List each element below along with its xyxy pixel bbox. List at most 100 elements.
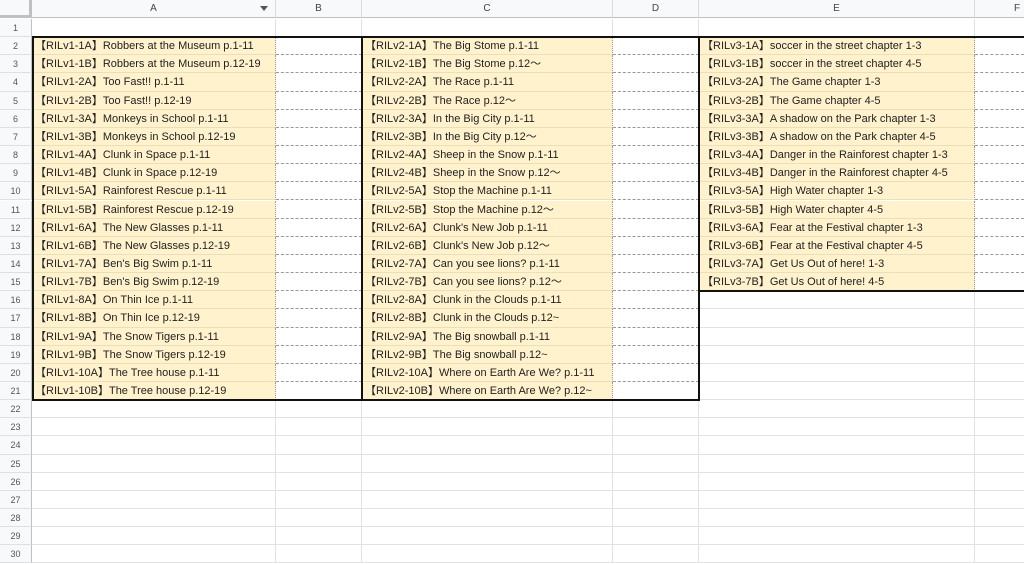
cell[interactable] — [699, 527, 975, 546]
cell[interactable] — [613, 91, 699, 110]
cell-E3[interactable]: 【RILv3-1B】soccer in the street chapter 4… — [699, 55, 975, 74]
cell-E2[interactable]: 【RILv3-1A】soccer in the street chapter 1… — [699, 37, 975, 56]
cell[interactable] — [975, 346, 1024, 364]
cell[interactable] — [276, 73, 362, 92]
cell[interactable] — [276, 200, 362, 219]
cell[interactable] — [613, 164, 699, 183]
cell-C13[interactable]: 【RILv2-6B】Clunk's New Job p.12〜 — [362, 236, 613, 255]
cell-A14[interactable]: 【RILv1-7A】Ben's Big Swim p.1-11 — [32, 254, 276, 274]
cell[interactable] — [975, 19, 1024, 38]
cell[interactable] — [699, 418, 975, 437]
cell[interactable] — [699, 400, 975, 419]
cell[interactable] — [613, 291, 699, 310]
cell-C18[interactable]: 【RILv2-9A】The Big snowball p.1-11 — [362, 327, 613, 346]
cell-C6[interactable]: 【RILv2-3A】In the Big City p.1-11 — [362, 109, 613, 128]
select-all-corner[interactable] — [0, 0, 32, 18]
cell[interactable] — [975, 436, 1024, 455]
cell-A11[interactable]: 【RILv1-5B】Rainforest Rescue p.12-19 — [32, 200, 276, 219]
cell[interactable] — [613, 309, 699, 328]
cell-E10[interactable]: 【RILv3-5A】High Water chapter 1-3 — [699, 182, 975, 201]
cell-E11[interactable]: 【RILv3-5B】High Water chapter 4-5 — [699, 200, 975, 219]
cell[interactable] — [276, 37, 362, 56]
row-header[interactable]: 2 — [0, 37, 32, 56]
cell[interactable] — [613, 73, 699, 92]
cell-A13[interactable]: 【RILv1-6B】The New Glasses p.12-19 — [32, 236, 276, 255]
cell[interactable] — [362, 454, 613, 473]
cell[interactable] — [32, 436, 276, 455]
cell-C19[interactable]: 【RILv2-9B】The Big snowball p.12~ — [362, 345, 613, 364]
cell-C2[interactable]: 【RILv2-1A】The Big Stome p.1-11 — [362, 37, 613, 56]
column-header-E[interactable]: E — [699, 0, 975, 18]
row-header[interactable]: 14 — [0, 254, 32, 274]
cell-E8[interactable]: 【RILv3-4A】Danger in the Rainforest chapt… — [699, 146, 975, 165]
row-header[interactable]: 18 — [0, 327, 32, 346]
cell[interactable] — [699, 436, 975, 455]
cell-E6[interactable]: 【RILv3-3A】A shadow on the Park chapter 1… — [699, 109, 975, 128]
cell-A15[interactable]: 【RILv1-7B】Ben's Big Swim p.12-19 — [32, 273, 276, 292]
row-header[interactable]: 19 — [0, 345, 32, 364]
cell[interactable] — [699, 454, 975, 473]
cell[interactable] — [362, 509, 613, 528]
cell-C9[interactable]: 【RILv2-4B】Sheep in the Snow p.12〜 — [362, 164, 613, 183]
cell[interactable] — [613, 490, 699, 510]
cell[interactable] — [699, 309, 975, 328]
cell[interactable] — [699, 382, 975, 401]
cell-A20[interactable]: 【RILv1-10A】The Tree house p.1-11 — [32, 363, 276, 382]
cell[interactable] — [613, 527, 699, 546]
cell[interactable] — [613, 200, 699, 219]
cell[interactable] — [276, 164, 362, 183]
cell-A18[interactable]: 【RILv1-9A】The Snow Tigers p.1-11 — [32, 327, 276, 346]
cell-A21[interactable]: 【RILv1-10B】The Tree house p.12-19 — [32, 382, 276, 401]
cell-C10[interactable]: 【RILv2-5A】Stop the Machine p.1-11 — [362, 182, 613, 201]
cell[interactable] — [32, 418, 276, 437]
filter-dropdown-icon[interactable] — [260, 6, 268, 11]
row-header[interactable]: 15 — [0, 273, 32, 292]
cell-A3[interactable]: 【RILv1-1B】Robbers at the Museum p.12-19 — [32, 55, 276, 74]
cell-A7[interactable]: 【RILv1-3B】Monkeys in School p.12-19 — [32, 127, 276, 147]
cell[interactable] — [613, 55, 699, 74]
cell[interactable] — [975, 364, 1024, 382]
cell[interactable] — [276, 91, 362, 110]
cell[interactable] — [613, 37, 699, 56]
cell-C21[interactable]: 【RILv2-10B】Where on Earth Are We? p.12~ — [362, 382, 613, 401]
cell[interactable] — [975, 92, 1024, 110]
cell[interactable] — [362, 19, 613, 38]
cell-C12[interactable]: 【RILv2-6A】Clunk's New Job p.1-11 — [362, 218, 613, 237]
row-header[interactable]: 1 — [0, 19, 32, 38]
cell[interactable] — [975, 328, 1024, 346]
row-header[interactable]: 30 — [0, 545, 32, 564]
cell[interactable] — [699, 509, 975, 528]
cell[interactable] — [975, 382, 1024, 401]
cell[interactable] — [613, 472, 699, 491]
cell-A12[interactable]: 【RILv1-6A】The New Glasses p.1-11 — [32, 218, 276, 237]
cell[interactable] — [276, 454, 362, 473]
cell[interactable] — [613, 345, 699, 364]
cell-E13[interactable]: 【RILv3-6B】Fear at the Festival chapter 4… — [699, 236, 975, 255]
cell-C7[interactable]: 【RILv2-3B】In the Big City p.12〜 — [362, 127, 613, 147]
cell[interactable] — [613, 109, 699, 128]
cell[interactable] — [276, 109, 362, 128]
cell[interactable] — [276, 19, 362, 38]
row-header[interactable]: 3 — [0, 55, 32, 74]
cell[interactable] — [32, 454, 276, 473]
cell[interactable] — [975, 219, 1024, 237]
cell[interactable] — [276, 400, 362, 419]
cell[interactable] — [975, 491, 1024, 510]
cell[interactable] — [362, 527, 613, 546]
cell[interactable] — [975, 37, 1024, 56]
cell[interactable] — [362, 490, 613, 510]
cell-C5[interactable]: 【RILv2-2B】The Race p.12〜 — [362, 91, 613, 110]
cell-E7[interactable]: 【RILv3-3B】A shadow on the Park chapter 4… — [699, 127, 975, 147]
row-header[interactable]: 10 — [0, 182, 32, 201]
cell[interactable] — [613, 400, 699, 419]
cell[interactable] — [613, 182, 699, 201]
cell[interactable] — [32, 490, 276, 510]
cell[interactable] — [699, 345, 975, 364]
row-header[interactable]: 25 — [0, 454, 32, 473]
cell-C15[interactable]: 【RILv2-7B】Can you see lions? p.12〜 — [362, 273, 613, 292]
cell-A5[interactable]: 【RILv1-2B】Too Fast!! p.12-19 — [32, 91, 276, 110]
cell[interactable] — [613, 454, 699, 473]
cell[interactable] — [613, 418, 699, 437]
cell[interactable] — [276, 182, 362, 201]
row-header[interactable]: 4 — [0, 73, 32, 92]
